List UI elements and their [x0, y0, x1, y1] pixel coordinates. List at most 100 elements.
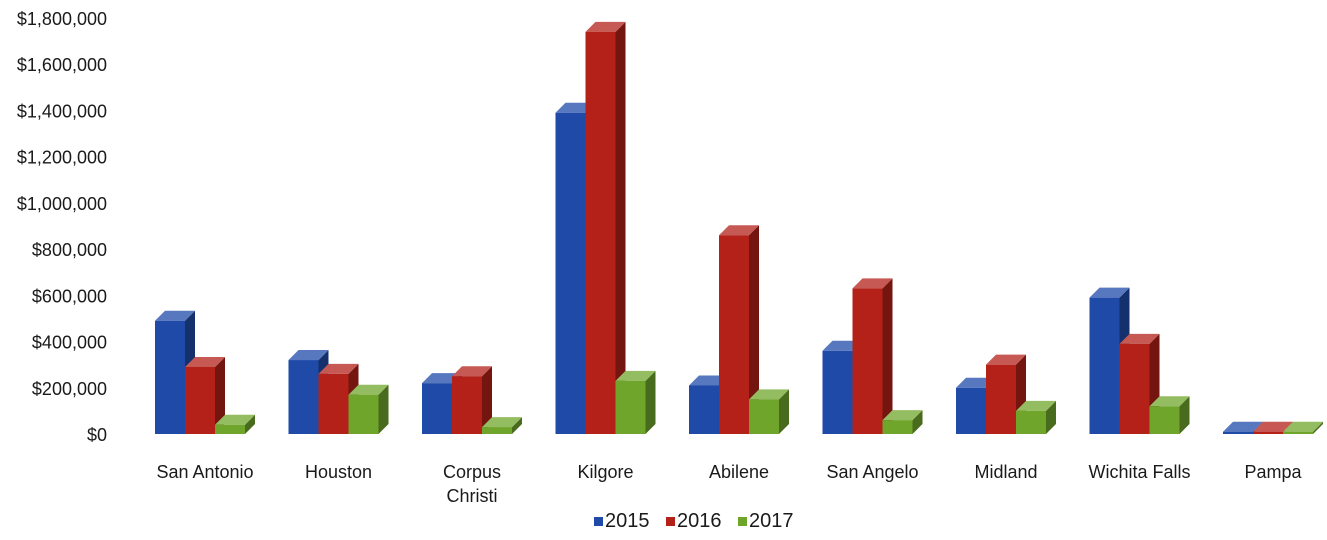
legend-label: 2016	[677, 510, 722, 532]
legend-label: 2017	[749, 510, 794, 532]
bar	[1016, 400, 1056, 434]
y-tick-label: $800,000	[32, 240, 107, 260]
bar-top	[719, 225, 759, 236]
bar-top	[1149, 396, 1190, 407]
bar	[615, 370, 656, 434]
bar-front	[318, 373, 349, 434]
x-axis: San Antonio Houston Corpus Christi Kilgore Ab…	[156, 462, 1302, 506]
y-tick-label: $1,800,000	[17, 9, 107, 29]
bar-side	[882, 278, 893, 434]
bar-front	[1119, 343, 1150, 434]
bar	[749, 389, 789, 434]
y-tick-label: $200,000	[32, 379, 107, 399]
x-tick-label: Abilene	[709, 462, 769, 482]
x-tick-label: Christi	[446, 486, 497, 506]
bar-front	[1283, 431, 1313, 434]
x-tick-label: Houston	[305, 462, 372, 482]
y-tick-label: $1,000,000	[17, 194, 107, 214]
bar-front	[422, 383, 452, 434]
bar	[882, 410, 923, 434]
x-tick-label: San Antonio	[156, 462, 253, 482]
bar-top	[348, 384, 389, 395]
bar	[482, 417, 522, 434]
bar-side	[215, 356, 225, 434]
legend: 2015 2016 2017	[594, 510, 794, 532]
bar-front	[689, 385, 719, 434]
bar-top	[318, 363, 359, 374]
legend-swatch	[594, 517, 603, 526]
bar-side	[645, 370, 656, 434]
bar-front	[1253, 431, 1283, 434]
bar-top	[288, 350, 329, 361]
bar-top	[1253, 421, 1293, 432]
bars	[155, 21, 1323, 434]
x-tick-label: Pampa	[1244, 462, 1302, 482]
legend-label: 2015	[605, 510, 650, 532]
bar-top	[585, 21, 626, 32]
bar-front	[155, 320, 185, 434]
y-tick-label: $1,600,000	[17, 55, 107, 75]
bar	[1149, 396, 1190, 434]
bar-top	[749, 389, 789, 400]
y-tick-label: $1,400,000	[17, 101, 107, 121]
bar-side	[779, 389, 789, 434]
bar-top	[852, 278, 893, 289]
bar-top	[1089, 287, 1130, 298]
bar-front	[882, 420, 913, 434]
bar-top	[185, 356, 225, 367]
bar-top	[615, 370, 656, 381]
bar-top	[1016, 400, 1056, 411]
bar-front	[1016, 410, 1046, 434]
y-tick-label: $1,200,000	[17, 148, 107, 168]
bar-front	[452, 376, 482, 434]
bar-front	[585, 31, 616, 434]
bar	[185, 356, 225, 434]
bar-side	[1179, 396, 1190, 434]
bar	[719, 225, 759, 434]
bar-front	[615, 380, 646, 434]
bar-top	[215, 414, 255, 425]
bar-front	[852, 288, 883, 434]
bar-side	[1046, 400, 1056, 434]
bar-side	[482, 366, 492, 434]
bar-top	[1283, 421, 1323, 432]
bar-top	[155, 310, 195, 321]
bar-front	[1149, 406, 1180, 434]
bar	[452, 366, 492, 434]
legend-swatch	[738, 517, 747, 526]
bar-side	[912, 410, 923, 434]
bar-side	[615, 21, 626, 434]
bar-front	[822, 350, 853, 434]
bar-front	[482, 427, 512, 434]
y-axis: $0 $200,000 $400,000 $600,000 $800,000 $1,000…	[17, 9, 107, 445]
bar-front	[986, 364, 1016, 434]
bar-top	[882, 410, 923, 421]
bar-top	[482, 417, 522, 428]
bar-front	[749, 399, 779, 434]
y-tick-label: $0	[87, 425, 107, 445]
bar-front	[719, 235, 749, 434]
bar-front	[1089, 297, 1120, 434]
bar-front	[555, 112, 586, 434]
bar	[585, 21, 626, 434]
x-tick-label: Midland	[974, 462, 1037, 482]
x-tick-label: Wichita Falls	[1088, 462, 1190, 482]
bar-front	[348, 394, 379, 434]
x-tick-label: Corpus	[443, 462, 501, 482]
x-tick-label: San Angelo	[826, 462, 918, 482]
bar	[215, 414, 255, 434]
bar-top	[986, 354, 1026, 365]
bar-front	[1223, 431, 1253, 434]
bar	[348, 384, 389, 434]
bar-side	[378, 384, 389, 434]
bar-side	[1313, 421, 1323, 434]
bar-front	[956, 387, 986, 434]
bar-top	[1119, 333, 1160, 344]
y-tick-label: $400,000	[32, 333, 107, 353]
legend-swatch	[666, 517, 675, 526]
bar	[1283, 421, 1323, 434]
bar-top	[1223, 421, 1263, 432]
bar-side	[749, 225, 759, 434]
bar-front	[185, 366, 215, 434]
